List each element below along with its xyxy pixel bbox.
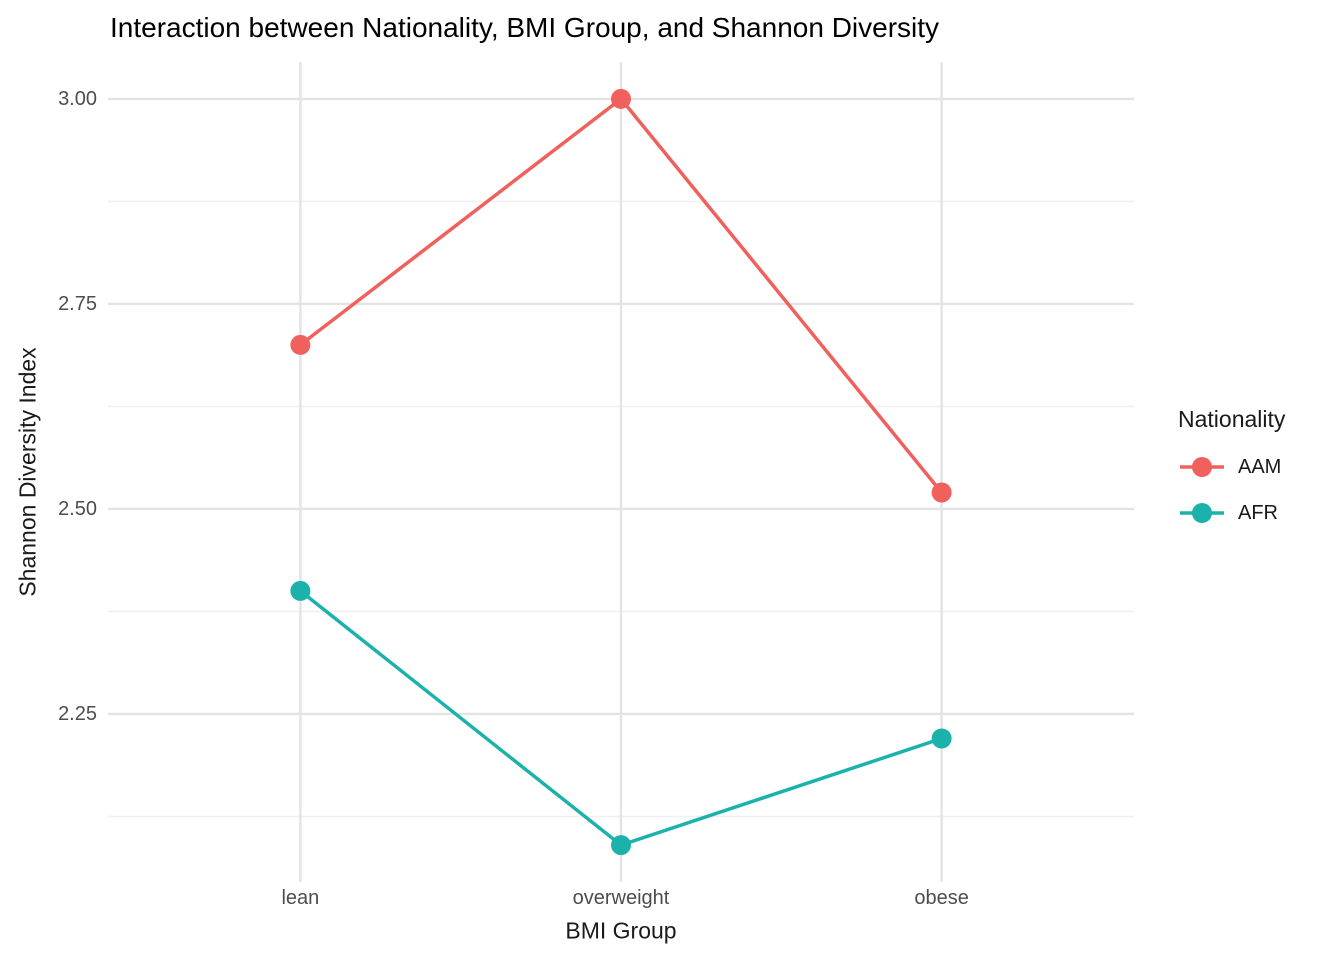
- legend: Nationality AAM AFR: [1178, 398, 1285, 536]
- legend-point-afr: [1192, 503, 1212, 523]
- x-tick-label: overweight: [572, 887, 670, 909]
- data-point-afr-obese: [931, 728, 952, 749]
- legend-label-afr: AFR: [1238, 501, 1278, 524]
- y-tick-label: 2.75: [58, 292, 97, 315]
- y-tick-label: 2.50: [58, 497, 97, 520]
- x-tick-label: lean: [281, 887, 320, 909]
- legend-item-aam: AAM: [1178, 444, 1285, 490]
- legend-label-aam: AAM: [1238, 455, 1282, 478]
- legend-point-aam: [1192, 457, 1212, 477]
- data-point-aam-overweight: [611, 88, 631, 109]
- legend-key-afr: [1180, 503, 1224, 523]
- data-point-afr-overweight: [611, 835, 631, 856]
- data-point-aam-obese: [931, 482, 952, 503]
- x-tick-label: obese: [914, 887, 969, 909]
- chart-title: Interaction between Nationality, BMI Gro…: [110, 12, 940, 43]
- data-point-aam-lean: [290, 334, 311, 355]
- y-tick-label: 2.25: [58, 702, 97, 725]
- x-axis-title: BMI Group: [565, 917, 677, 944]
- y-axis-title: Shannon Diversity Index: [14, 347, 41, 597]
- data-point-afr-lean: [290, 580, 311, 601]
- y-tick-label: 3.00: [58, 87, 97, 110]
- legend-title: Nationality: [1178, 406, 1286, 432]
- legend-item-afr: AFR: [1178, 490, 1285, 536]
- legend-key-aam: [1180, 457, 1224, 477]
